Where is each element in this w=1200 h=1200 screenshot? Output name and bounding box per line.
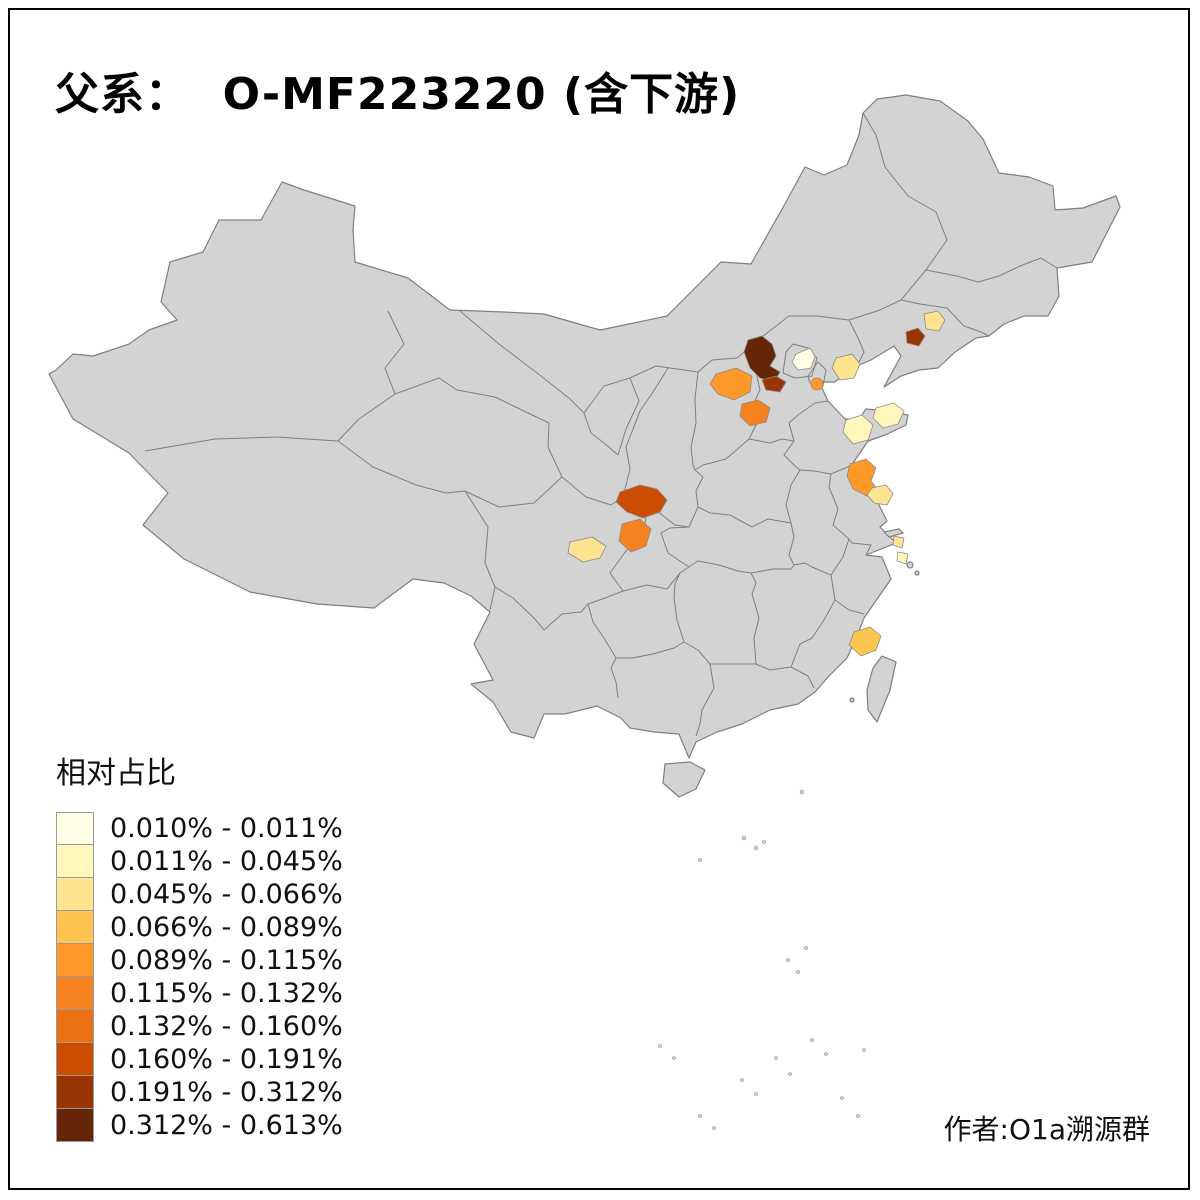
- highlight-region: [761, 375, 787, 393]
- legend-label: 0.011% - 0.045%: [110, 846, 343, 877]
- islet: [754, 1092, 758, 1096]
- legend-row: 0.066% - 0.089%: [56, 911, 343, 944]
- legend-title: 相对占比: [56, 756, 176, 791]
- boundaries-west: [144, 310, 640, 611]
- taiwan-island: [866, 655, 897, 723]
- islet: [799, 789, 805, 795]
- islet: [741, 835, 747, 841]
- islet: [840, 1096, 844, 1100]
- legend-row: 0.132% - 0.160%: [56, 1010, 343, 1043]
- islet: [856, 1114, 860, 1118]
- islet: [804, 946, 808, 950]
- islet: [810, 1038, 814, 1042]
- legend-label: 0.160% - 0.191%: [110, 1044, 343, 1075]
- islet: [762, 840, 766, 844]
- hainan-island: [662, 761, 706, 798]
- boundaries-north: [622, 112, 948, 498]
- highlight-region: [892, 535, 905, 549]
- highlight-region: [831, 353, 861, 381]
- highlight-region: [618, 518, 652, 553]
- landmass: [48, 94, 1121, 798]
- legend-swatch: [56, 977, 94, 1010]
- legend-row: 0.045% - 0.066%: [56, 878, 343, 911]
- boundaries-northeast: [900, 257, 1058, 337]
- legend-label: 0.066% - 0.089%: [110, 912, 343, 943]
- highlight-region: [866, 484, 894, 506]
- legend-swatch: [56, 1010, 94, 1043]
- islet: [824, 1052, 828, 1056]
- legend-swatch: [56, 1076, 94, 1109]
- legend-row: 0.115% - 0.132%: [56, 977, 343, 1010]
- legend-swatch: [56, 812, 94, 845]
- highlight-region: [905, 327, 926, 347]
- legend-label: 0.089% - 0.115%: [110, 945, 343, 976]
- highlight-region: [923, 310, 946, 332]
- islet: [712, 1126, 716, 1130]
- highlight-regions: [567, 310, 946, 657]
- legend-label: 0.115% - 0.132%: [110, 978, 343, 1009]
- legend-swatch: [56, 1109, 94, 1142]
- highlight-region: [739, 399, 771, 427]
- boundaries-southwest: [494, 504, 756, 737]
- highlight-region: [743, 335, 781, 383]
- islet: [658, 1044, 662, 1048]
- legend-swatch: [56, 878, 94, 911]
- islet: [786, 958, 790, 962]
- legend-label: 0.045% - 0.066%: [110, 879, 343, 910]
- legend-label: 0.132% - 0.160%: [110, 1011, 343, 1042]
- legend-swatch: [56, 944, 94, 977]
- boundaries-east: [622, 440, 872, 689]
- islet: [740, 1078, 744, 1082]
- chongming-island: [883, 528, 904, 538]
- islet: [698, 1114, 702, 1118]
- islet: [788, 1072, 792, 1076]
- legend-row: 0.089% - 0.115%: [56, 944, 343, 977]
- coastal-islet: [914, 570, 920, 576]
- penghu-islet: [849, 697, 855, 703]
- legend-label: 0.191% - 0.312%: [110, 1077, 343, 1108]
- legend-row: 0.312% - 0.613%: [56, 1109, 343, 1142]
- islet: [862, 1048, 866, 1052]
- highlight-region: [615, 484, 668, 519]
- highlight-region: [709, 367, 753, 401]
- islet: [672, 1056, 676, 1060]
- islet: [698, 858, 702, 862]
- islet: [774, 1056, 778, 1060]
- highlight-region: [810, 377, 824, 391]
- highlight-region: [842, 414, 874, 445]
- zhoushan-island: [906, 561, 914, 569]
- legend-swatch: [56, 1043, 94, 1076]
- page-title: 父系： O-MF223220 (含下游): [55, 69, 741, 120]
- highlight-region: [896, 551, 909, 565]
- legend-label: 0.312% - 0.613%: [110, 1110, 343, 1141]
- legend-row: 0.011% - 0.045%: [56, 845, 343, 878]
- highlight-region: [872, 402, 905, 429]
- highlight-region: [567, 536, 607, 563]
- highlight-region: [791, 347, 816, 371]
- legend-row: 0.160% - 0.191%: [56, 1043, 343, 1076]
- south-china-sea-islands: [658, 789, 866, 1130]
- legend-label: 0.010% - 0.011%: [110, 813, 343, 844]
- mainland-outline: [48, 94, 1121, 759]
- legend-swatch: [56, 911, 94, 944]
- province-boundaries: [144, 112, 1058, 737]
- legend-row: 0.191% - 0.312%: [56, 1076, 343, 1109]
- highlight-region: [848, 626, 882, 657]
- islet: [753, 845, 759, 851]
- islet: [796, 970, 800, 974]
- legend: 相对占比 0.010% - 0.011% 0.011% - 0.045% 0.0…: [56, 748, 343, 1142]
- legend-swatch: [56, 845, 94, 878]
- attribution-text: 作者:O1a溯源群: [943, 1113, 1150, 1146]
- legend-row: 0.010% - 0.011%: [56, 812, 343, 845]
